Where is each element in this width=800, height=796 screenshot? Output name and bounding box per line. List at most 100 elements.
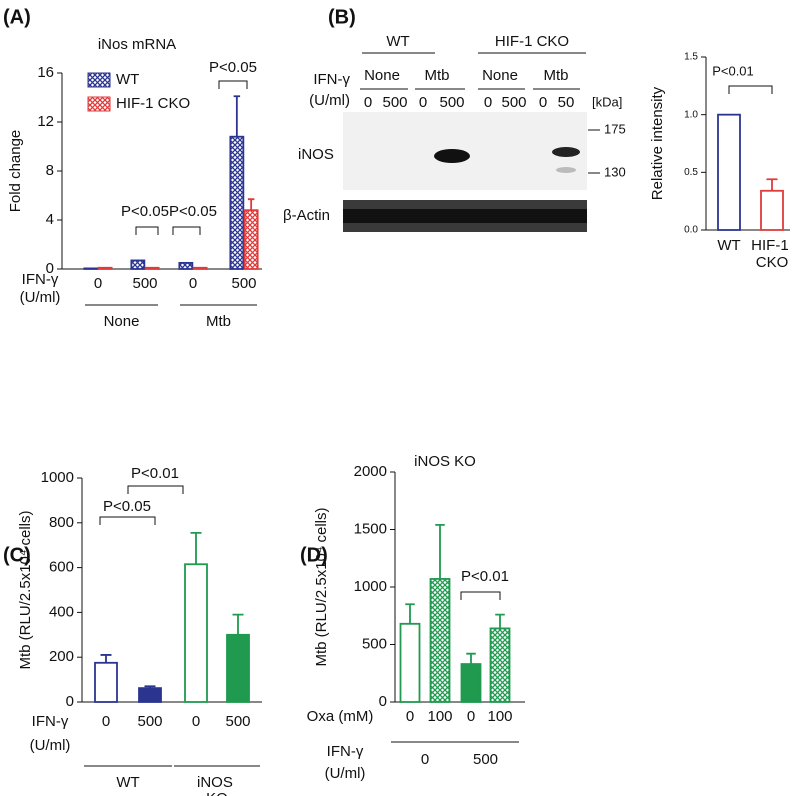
x-axis-label: IFN-γ <box>22 271 59 288</box>
x-tick-label: 100 <box>427 708 452 725</box>
error-bar <box>100 654 112 663</box>
y-tick-label: 4 <box>46 211 54 228</box>
x-tick-label: 0 <box>189 275 197 292</box>
dose: 500 <box>439 94 464 111</box>
bracket <box>218 80 248 89</box>
panel-label: (D) <box>300 544 328 566</box>
bar <box>226 633 250 703</box>
panel-label: (C) <box>3 544 31 566</box>
dose: 500 <box>382 94 407 111</box>
y-tick-label: 800 <box>49 514 74 531</box>
dose: 0 <box>364 94 372 111</box>
legend-label: WT <box>116 71 139 88</box>
x-axis-label: (U/ml) <box>20 289 61 306</box>
legend-label: HIF-1 CKO <box>116 95 190 112</box>
blot-group: WT <box>386 33 409 50</box>
x-tick-label: HIF-1 CKO <box>751 237 793 271</box>
marker: 130 <box>604 164 626 179</box>
annotation: P<0.05 <box>121 203 169 220</box>
y-tick-label: 0 <box>46 260 54 277</box>
error-bar <box>232 613 244 635</box>
row-label: β-Actin <box>283 207 330 224</box>
dose: 0 <box>484 94 492 111</box>
y-axis-label: Mtb (RLU/2.5x10⁴ cells) <box>17 511 34 670</box>
x-tick-label: 0 <box>467 708 475 725</box>
bracket <box>460 591 501 600</box>
x-axis-label: IFN-γ <box>32 713 69 730</box>
band <box>434 149 470 163</box>
group-label: None <box>104 313 140 330</box>
group-label: Mtb <box>206 313 231 330</box>
error-bar <box>466 652 476 665</box>
ifn-label: IFN-γ <box>313 71 350 88</box>
treatment: Mtb <box>543 67 568 84</box>
bar <box>460 663 482 703</box>
x-axis-label: Oxa (mM) <box>307 708 374 725</box>
y-tick-label: 0 <box>379 693 387 710</box>
x-tick-label: 500 <box>231 275 256 292</box>
y-tick-label: 1500 <box>354 520 387 537</box>
annotation: P<0.01 <box>461 568 509 585</box>
dose: 0 <box>539 94 547 111</box>
bar <box>760 189 784 231</box>
y-axis-label: Relative intensity <box>649 86 666 200</box>
group-label: iNOS KO <box>197 774 237 796</box>
annotation: P<0.05 <box>209 59 257 76</box>
panel-label: (B) <box>328 6 356 28</box>
bar <box>130 259 146 270</box>
bar <box>717 113 741 231</box>
ifn-label: (U/ml) <box>309 92 350 109</box>
bar <box>94 661 118 703</box>
y-tick-label: 0 <box>66 693 74 710</box>
bracket <box>728 85 773 94</box>
treatment: Mtb <box>424 67 449 84</box>
group-label: 500 <box>473 751 498 768</box>
bar <box>399 622 421 703</box>
group-axis-label: IFN-γ <box>327 743 364 760</box>
treatment: None <box>482 67 518 84</box>
y-tick-label: 1.5 <box>684 52 698 63</box>
x-tick-label: 500 <box>132 275 157 292</box>
annotation: P<0.05 <box>169 203 217 220</box>
group-label: WT <box>116 774 139 791</box>
chart-title: iNOS KO <box>414 453 476 470</box>
y-axis-label: Fold change <box>7 130 24 213</box>
x-axis-label: (U/ml) <box>30 737 71 754</box>
bar <box>97 266 113 270</box>
error-bar <box>405 603 415 624</box>
bar <box>83 267 99 270</box>
blot-group: HIF-1 CKO <box>495 33 569 50</box>
x-tick-label: WT <box>717 237 740 254</box>
bar <box>229 135 245 270</box>
bar <box>192 266 208 270</box>
x-tick-label: 500 <box>225 713 250 730</box>
bar <box>144 266 160 270</box>
error-bar <box>435 524 445 579</box>
group-label: 0 <box>421 751 429 768</box>
x-tick-label: 0 <box>94 275 102 292</box>
y-tick-label: 8 <box>46 162 54 179</box>
dose: 500 <box>501 94 526 111</box>
y-tick-label: 1000 <box>354 578 387 595</box>
y-tick-label: 1000 <box>41 469 74 486</box>
bracket <box>135 226 159 235</box>
y-tick-label: 500 <box>362 635 387 652</box>
error-bar <box>766 178 778 191</box>
annotation: P<0.01 <box>712 63 754 78</box>
y-axis-label: Mtb (RLU/2.5x10⁴ cells) <box>313 508 330 667</box>
band <box>552 147 580 157</box>
x-tick-label: 500 <box>137 713 162 730</box>
kda-label: [kDa] <box>592 94 622 109</box>
group-axis-label: (U/ml) <box>325 765 366 782</box>
bar <box>489 627 511 703</box>
bracket <box>99 516 156 525</box>
error-bar <box>144 685 156 689</box>
annotation: P<0.01 <box>131 465 179 482</box>
error-bar <box>247 198 255 211</box>
legend-swatch <box>87 72 111 88</box>
error-bar <box>190 531 202 565</box>
dose: 50 <box>558 94 575 111</box>
y-tick-label: 1.0 <box>684 109 698 120</box>
western-blot: WT HIF-1 CKO None Mtb None Mtb IFN-γ (U/… <box>283 33 626 232</box>
bracket <box>172 226 201 235</box>
